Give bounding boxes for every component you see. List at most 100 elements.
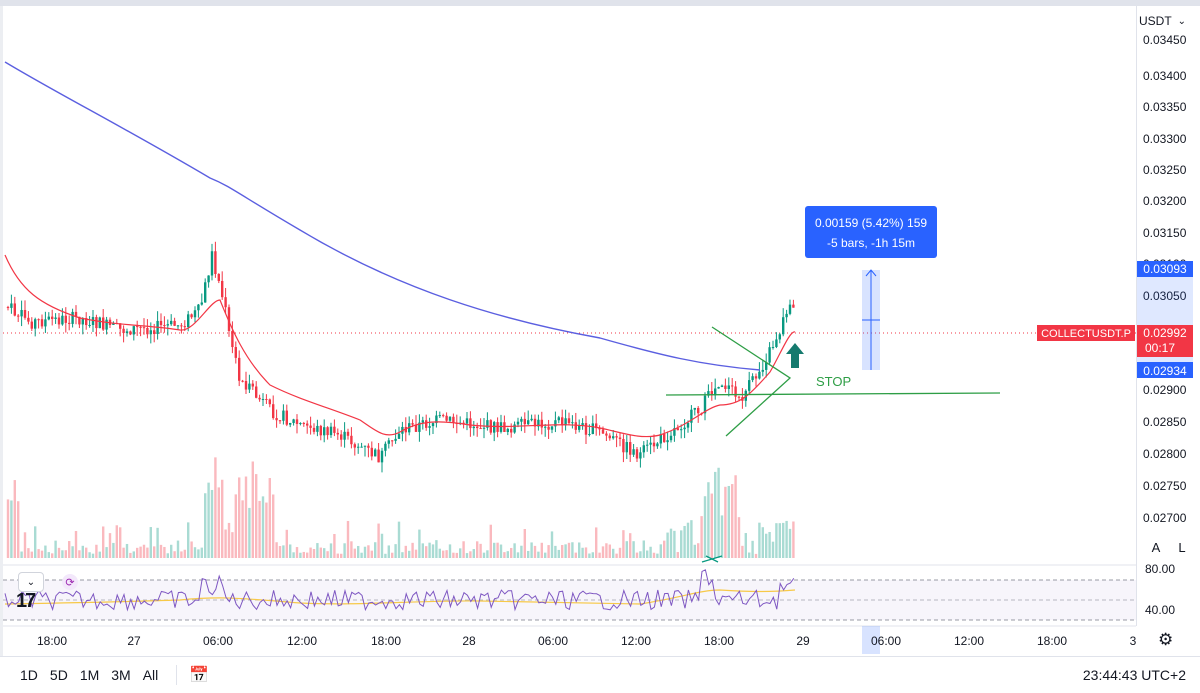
candle-body [180,325,183,327]
volume-bar [737,517,741,558]
volume-bar [20,551,23,558]
volume-bar [686,522,690,558]
volume-bar [707,482,710,558]
triangle-pattern [711,326,792,437]
time-tick: 18:00 [37,634,67,648]
volume-bar [581,547,584,558]
volume-bar [122,547,125,558]
currency-selector[interactable]: USDT ⌄ [1139,14,1186,28]
volume-bar [438,548,441,558]
volume-bar [367,545,370,558]
candle-body [564,418,567,426]
date-range-icon[interactable]: 📅 [189,667,210,684]
volume-bar [64,550,67,558]
volume-bar [533,545,537,558]
candle-body [693,407,696,410]
candle-body [34,319,37,329]
candle-body [394,438,397,441]
timeframe-1m[interactable]: 1M [79,667,100,683]
time-tick: 18:00 [371,634,401,648]
candle-body [129,331,132,335]
volume-bar [244,476,248,558]
volume-bar [74,530,78,558]
candle-body [265,399,268,401]
timeframe-5d[interactable]: 5D [49,667,68,683]
candle-body [17,315,20,317]
candle-body [357,446,360,448]
candle-body [646,444,649,446]
timeframe-1d[interactable]: 1D [20,667,38,683]
candle-body [486,420,489,428]
volume-bar [350,541,353,558]
volume-bar [370,550,373,558]
log-scale-button[interactable]: L [1178,539,1186,555]
volume-bar [183,549,186,558]
candle-body [163,325,166,327]
candle-body [567,418,571,424]
volume-bar [697,543,700,558]
volume-bar [187,522,190,558]
candle-body [707,391,710,396]
volume-bar [156,527,159,558]
timeframe-3m[interactable]: 3M [111,667,131,683]
candle-body [758,371,761,379]
volume-bar [717,467,720,558]
auto-scale-button[interactable]: A [1151,539,1161,555]
candle-body [513,424,516,433]
candle-body [122,328,125,334]
volume-bar [601,546,605,558]
volume-bar [479,543,482,558]
candle-body [574,422,577,430]
volume-bar [632,541,635,558]
candle-body [540,419,543,428]
candle-body [207,275,210,283]
timeframe-all[interactable]: All [142,667,159,683]
volume-bar [115,525,118,558]
sync-icon[interactable]: ⟳ [62,574,78,590]
candle-body [442,415,445,417]
candle-body [496,422,499,432]
volume-bar [520,545,523,558]
candle-body [632,449,635,455]
candle-body [44,319,47,327]
collapse-pane-button[interactable]: ⌄ [18,572,44,592]
volume-bar [673,530,676,558]
volume-bar [193,547,197,558]
candle-body [197,304,200,311]
volume-bar [591,552,594,558]
candle-body [190,314,193,318]
candle-body [625,442,628,453]
volume-bar [557,549,560,558]
candle-body [418,422,421,432]
price-tick: 0.03300 [1143,132,1187,146]
volume-bar [544,552,547,558]
volume-bar [217,487,220,558]
candle-body [581,423,584,426]
volume-bar [13,480,16,558]
volume-bar [608,544,611,558]
candle-body [319,425,322,436]
candle-body [47,316,50,320]
settings-gear-icon[interactable]: ⚙ [1158,630,1174,649]
volume-bar [71,546,74,558]
volume-bar [176,540,180,558]
time-tick: 29 [796,634,810,648]
volume-bar [411,542,414,558]
volume-bar [170,544,173,558]
candle-body [210,251,214,276]
price-chart[interactable]: 0.00159 (5.42%) 159 -5 bars, -1h 15m STO… [0,6,1200,656]
volume-bar [775,523,778,558]
volume-bar [285,529,288,558]
volume-bar [550,531,554,558]
volume-bar [214,457,217,558]
candle-body [629,442,632,455]
candle-body [27,317,30,322]
candle-body [234,347,237,358]
candle-body [309,425,312,428]
candle-body [166,324,169,326]
volume-bar [734,475,737,558]
volume-bar [231,532,234,558]
volume-bar [448,544,452,558]
volume-bar [309,547,312,558]
clock[interactable]: 23:44:43 UTC+2 [1082,667,1186,683]
